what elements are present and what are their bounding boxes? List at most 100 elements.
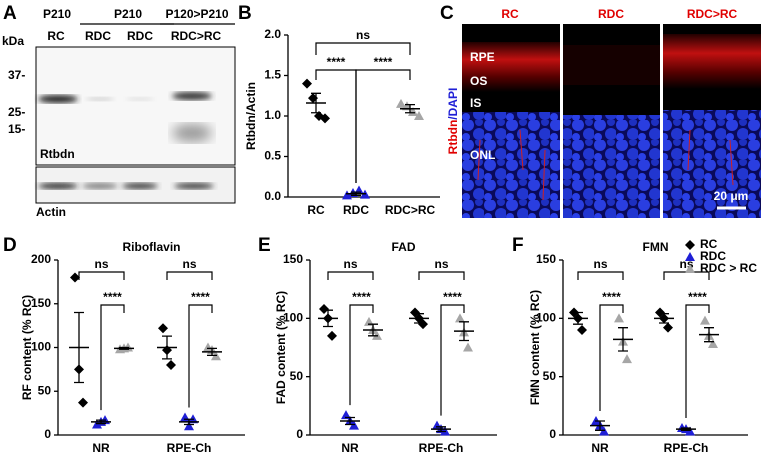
y-tick-label: 100 <box>283 311 303 325</box>
significance-bracket <box>599 304 624 411</box>
significance-label: ns <box>94 257 108 271</box>
significance-bracket <box>78 271 125 280</box>
error-bar <box>351 191 361 197</box>
unit-label: kDa <box>2 34 24 48</box>
significance-bracket <box>349 304 374 406</box>
x-tick-label: RPE-Ch <box>664 441 709 455</box>
error-bar <box>74 311 84 384</box>
size-marker: 25- <box>8 105 25 119</box>
panel-letter: D <box>3 235 17 256</box>
significance-label: **** <box>103 290 122 304</box>
x-tick-label: NR <box>341 441 359 455</box>
image-tile <box>462 24 560 218</box>
significance-bracket <box>315 69 357 183</box>
panel-letter: A <box>3 3 17 24</box>
chart-title: FAD <box>392 240 416 254</box>
data-point <box>685 264 695 273</box>
data-point <box>700 315 710 325</box>
layer-label: RPE <box>470 50 495 64</box>
y-tick-label: 0 <box>296 427 303 441</box>
data-point <box>685 426 695 436</box>
error-bar <box>704 327 714 343</box>
data-point <box>577 325 587 335</box>
condition-label: RC <box>501 7 519 21</box>
significance-label: **** <box>191 290 210 304</box>
data-point <box>663 322 673 333</box>
band <box>86 97 114 101</box>
significance-bracket <box>100 304 125 411</box>
y-tick-label: 0 <box>549 427 556 441</box>
lane-label: RDC>RC <box>171 29 222 43</box>
size-marker: 15- <box>8 122 25 136</box>
stain-blue: /DAPI <box>446 88 460 120</box>
error-bar <box>573 311 583 325</box>
data-point <box>319 304 329 314</box>
group-label: P210 <box>114 7 142 21</box>
y-tick-label: 50 <box>38 383 52 397</box>
panel-letter: B <box>238 3 252 24</box>
data-point <box>599 426 609 436</box>
data-point <box>622 354 632 364</box>
image-tile <box>663 24 761 218</box>
band <box>172 92 212 100</box>
layer-label: IS <box>470 96 481 110</box>
significance-bracket <box>188 304 213 408</box>
significance-label: **** <box>602 290 621 304</box>
error-bar <box>162 335 172 360</box>
significance-label: **** <box>327 55 346 69</box>
chart-title: FMN <box>643 240 669 254</box>
significance-label: ns <box>356 28 370 42</box>
error-bar <box>207 347 217 357</box>
x-tick-label: NR <box>591 441 609 455</box>
significance-label: **** <box>443 290 462 304</box>
y-axis-label: FAD content (% RC) <box>274 291 288 404</box>
stain-red: Rtbdn <box>446 120 460 155</box>
error-bar <box>436 426 446 433</box>
significance-bracket <box>440 304 465 416</box>
loading-label: Actin <box>36 205 66 219</box>
data-point <box>455 313 465 323</box>
data-point <box>302 78 312 89</box>
band <box>82 183 118 189</box>
x-tick-label: RC <box>307 203 325 217</box>
error-bar <box>681 427 691 431</box>
data-point <box>414 111 424 120</box>
data-point <box>327 330 337 341</box>
y-tick-label: 50 <box>543 369 557 383</box>
band <box>126 97 154 101</box>
significance-label: **** <box>352 290 371 304</box>
scale-bar-label: 20 μm <box>714 189 749 203</box>
error-bar <box>311 92 321 114</box>
y-axis-label: FMN content (% RC) <box>528 290 542 405</box>
band <box>38 95 78 103</box>
error-bar <box>459 321 469 342</box>
data-point <box>708 339 718 348</box>
significance-label: ns <box>593 257 607 271</box>
y-tick-label: 50 <box>290 369 304 383</box>
x-tick-label: RPE-Ch <box>167 441 212 455</box>
y-tick-label: 0.5 <box>264 149 281 163</box>
x-tick-label: NR <box>92 441 110 455</box>
lane-label: RDC <box>127 29 153 43</box>
significance-label: ns <box>434 257 448 271</box>
band <box>38 183 78 189</box>
data-point <box>396 98 406 108</box>
x-tick-label: RPE-Ch <box>419 441 464 455</box>
y-tick-label: 150 <box>536 252 556 266</box>
significance-label: ns <box>182 257 196 271</box>
panel-letter: E <box>258 235 271 256</box>
error-bar <box>119 346 129 350</box>
lane-label: RC <box>47 29 65 43</box>
protein-label: Rtbdn <box>40 147 75 161</box>
panel-letter: F <box>512 235 524 256</box>
error-bar <box>345 416 355 426</box>
x-tick-label: RDC <box>343 203 369 217</box>
y-tick-label: 0.0 <box>264 189 281 203</box>
significance-label: ns <box>343 257 357 271</box>
y-tick-label: 150 <box>283 252 303 266</box>
panel-letter: C <box>440 3 454 24</box>
legend-label: RDC <box>700 249 726 263</box>
band <box>122 183 158 189</box>
blot-membrane <box>35 46 236 166</box>
data-point <box>342 190 352 200</box>
